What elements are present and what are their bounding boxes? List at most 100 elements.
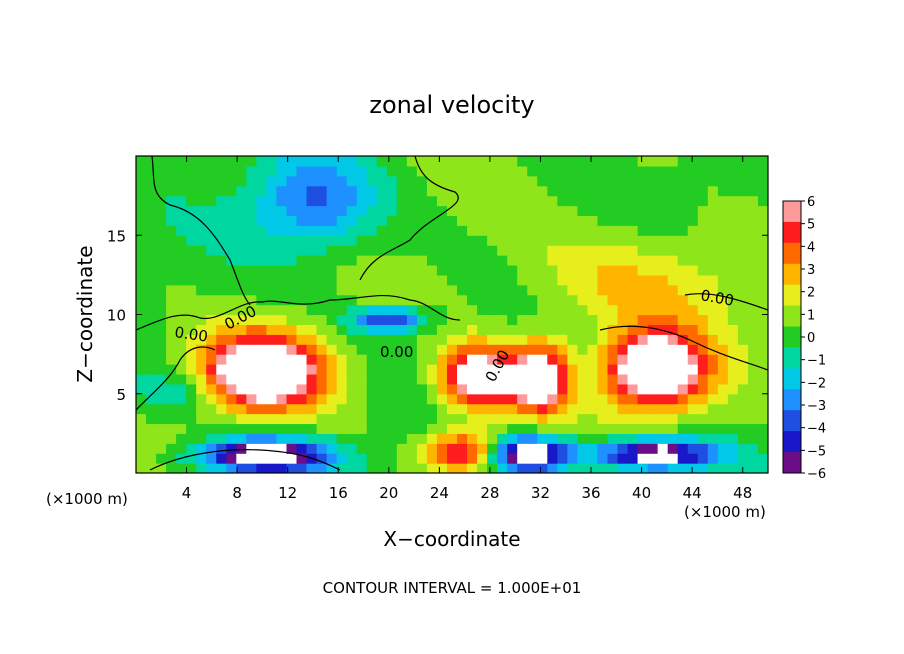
field-cell [557, 413, 568, 425]
field-cell [657, 284, 669, 296]
field-cell [617, 264, 629, 276]
field-cell [436, 264, 448, 276]
field-cell [256, 354, 268, 365]
field-cell [727, 195, 739, 207]
field-cell [627, 245, 639, 256]
field-cell [246, 403, 257, 415]
field-cell [186, 205, 197, 217]
field-cell [186, 195, 197, 207]
field-cell [396, 165, 408, 177]
field-cell [697, 463, 709, 473]
field-cell [737, 165, 749, 177]
field-cell [577, 393, 589, 405]
field-cell [446, 294, 458, 306]
field-cell [667, 185, 679, 197]
field-cell [677, 453, 689, 464]
colorbar-tick-label: −4 [807, 422, 826, 437]
field-cell [737, 294, 749, 306]
field-cell [266, 344, 278, 355]
field-cell [286, 225, 298, 236]
field-cell [206, 393, 217, 405]
field-cell [647, 215, 659, 226]
field-cell [617, 453, 629, 464]
field-cell [547, 175, 558, 187]
field-cell [487, 175, 498, 187]
field-cell [276, 324, 288, 335]
field-cell [757, 453, 768, 464]
field-cell [727, 245, 739, 256]
field-cell [266, 284, 278, 296]
field-cell [477, 383, 488, 395]
field-cell [457, 185, 468, 197]
field-cell [346, 185, 358, 197]
field-cell [156, 364, 167, 375]
field-cell [146, 185, 157, 197]
field-cell [677, 284, 689, 296]
field-cell [477, 354, 488, 365]
field-cell [657, 294, 669, 306]
field-cell [276, 403, 288, 415]
field-cell [446, 284, 458, 296]
field-cell [276, 443, 288, 454]
field-cell [276, 334, 288, 345]
field-cell [637, 195, 649, 207]
field-cell [216, 264, 227, 276]
field-cell [517, 264, 528, 276]
field-cell [657, 274, 669, 286]
field-cell [737, 383, 749, 395]
field-cell [416, 334, 428, 345]
field-cell [216, 314, 227, 326]
field-cell [156, 156, 167, 167]
field-cell [747, 235, 759, 246]
field-cell [276, 215, 288, 226]
field-cell [727, 215, 739, 226]
field-cell [216, 175, 227, 187]
field-cell [507, 205, 518, 217]
field-cell [517, 195, 528, 207]
field-cell [416, 383, 428, 395]
field-cell [637, 383, 649, 395]
field-cell [226, 185, 237, 197]
field-cell [166, 304, 177, 316]
field-cell [627, 215, 639, 226]
field-cell [226, 205, 237, 217]
field-cell [346, 393, 358, 405]
field-cell [316, 373, 328, 385]
field-cell [587, 274, 599, 286]
field-cell [677, 225, 689, 236]
field-cell [406, 443, 418, 454]
field-cell [146, 453, 157, 464]
field-cell [196, 215, 207, 226]
field-cell [607, 314, 619, 326]
field-cell [256, 324, 268, 335]
y-tick-label: 5 [116, 386, 126, 404]
field-cell [517, 393, 528, 405]
field-cell [196, 413, 207, 425]
field-cell [226, 453, 237, 464]
field-cell [176, 344, 187, 355]
field-cell [487, 225, 498, 236]
field-cell [747, 453, 759, 464]
field-cell [457, 215, 468, 226]
field-cell [597, 185, 609, 197]
field-cell [557, 383, 568, 395]
field-cell [156, 205, 167, 217]
field-cell [737, 225, 749, 236]
field-cell [537, 453, 548, 464]
field-cell [316, 403, 328, 415]
field-cell [226, 324, 237, 335]
field-cell [376, 195, 388, 207]
field-cell [276, 383, 288, 395]
field-cell [737, 314, 749, 326]
colorbar-swatch [783, 221, 801, 244]
field-cell [206, 304, 217, 316]
field-cell [507, 314, 518, 326]
field-cell [477, 344, 488, 355]
field-cell [497, 205, 508, 217]
field-cell [597, 175, 609, 187]
field-cell [657, 255, 669, 266]
field-cell [286, 304, 298, 316]
field-cell [697, 413, 709, 425]
field-cell [627, 344, 639, 355]
field-cell [507, 175, 518, 187]
